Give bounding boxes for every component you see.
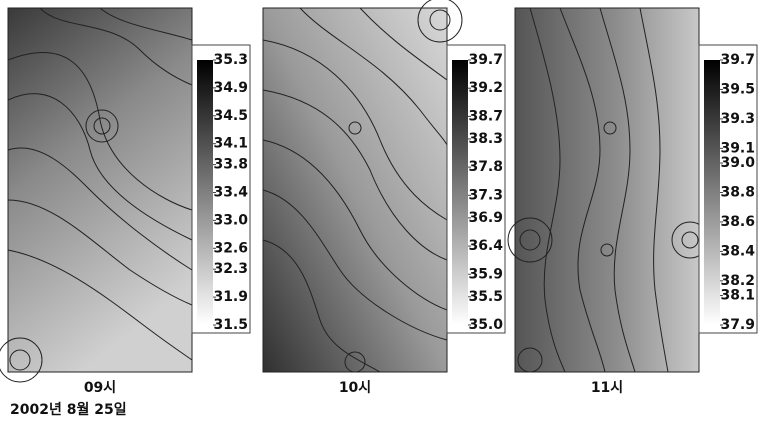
colorbar-tick-label: 39.1 (720, 140, 755, 156)
contour-map (0, 7, 193, 383)
colorbar-tick-label: 39.3 (720, 111, 755, 127)
colorbar-tick-label: 33.4 (213, 185, 248, 201)
colorbar-tick-label: 32.6 (213, 240, 248, 256)
colorbar-tick-label: 34.1 (213, 136, 248, 152)
colorbar-tick-label: 34.9 (213, 80, 248, 96)
colorbar-tick-label: 31.9 (213, 289, 248, 305)
colorbar-tick-label: 39.5 (720, 81, 755, 97)
colorbar-tick-label: 38.1 (720, 288, 755, 304)
colorbar-tick-label: 37.9 (720, 317, 755, 333)
colorbar-tick-label: 38.8 (720, 185, 755, 201)
colorbar-tick-label: 35.5 (468, 289, 503, 305)
panel-title: 10시 (339, 380, 371, 396)
colorbar-tick-label: 38.3 (468, 131, 503, 147)
colorbar-tick-label: 37.8 (468, 159, 503, 175)
colorbar (704, 60, 720, 325)
colorbar-tick-label: 38.7 (468, 108, 503, 124)
colorbar-tick-label: 33.8 (213, 157, 248, 173)
colorbar-tick-label: 37.3 (468, 187, 503, 203)
colorbar-tick-label: 39.0 (720, 155, 755, 171)
colorbar-tick-label: 39.7 (720, 52, 755, 68)
colorbar-tick-label: 38.2 (720, 273, 755, 289)
contour-map (507, 7, 709, 373)
colorbar-tick-label: 36.9 (468, 210, 503, 226)
colorbar-tick-label: 35.0 (468, 317, 503, 333)
colorbar (197, 60, 213, 325)
colorbar-tick-label: 34.5 (213, 108, 248, 124)
colorbar-tick-label: 35.9 (468, 266, 503, 282)
colorbar-tick-label: 36.4 (468, 238, 503, 254)
colorbar-tick-label: 39.2 (468, 80, 503, 96)
colorbar-tick-label: 31.5 (213, 317, 248, 333)
colorbar-tick-label: 35.3 (213, 52, 248, 68)
colorbar-tick-label: 39.7 (468, 52, 503, 68)
colorbar-tick-label: 38.6 (720, 214, 755, 230)
panel-title: 11시 (591, 380, 623, 396)
caption: 2002년 8월 25일 (10, 401, 127, 418)
colorbar-tick-label: 33.0 (213, 212, 248, 228)
colorbar-tick-label: 38.4 (720, 243, 755, 259)
contour-map (262, 0, 463, 373)
panel-title: 09시 (84, 380, 116, 396)
colorbar-tick-label: 32.3 (213, 261, 248, 277)
colorbar (452, 60, 468, 325)
